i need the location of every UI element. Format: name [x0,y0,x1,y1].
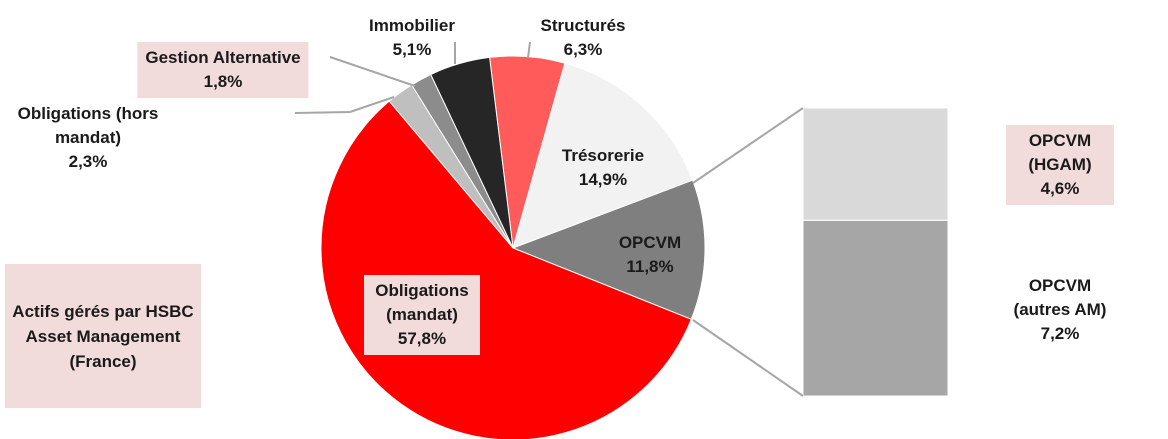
data-label: Gestion Alternative 1,8% [137,42,309,98]
leader-line [329,56,416,87]
leader-line [527,41,531,59]
label-name: OPCVM (HGAM) [1028,131,1092,174]
data-label: OPCVM (HGAM) 4,6% [1006,125,1114,205]
data-label: Obligations (hors mandat) 2,3% [3,102,173,174]
label-value: 6,3% [563,40,603,59]
annotation: Actifs gérés par HSBC Asset Management (… [5,264,201,408]
label-value: 5,1% [392,40,432,59]
pie-slice [512,62,694,249]
label-name: Trésorerie [561,146,645,165]
pie-slice [430,56,514,249]
connector-line [692,107,804,184]
data-label: OPCVM (autres AM) 7,2% [1006,274,1114,346]
connector-line [692,319,804,397]
label-name: Immobilier [369,16,455,35]
data-label: Structurés 6,3% [540,14,625,62]
data-label: Obligations (mandat) 57,8% [364,275,480,355]
label-value: 1,8% [203,72,243,91]
label-name: OPCVM (autres AM) [1013,276,1107,319]
label-value: 7,2% [1040,324,1080,343]
data-label: Trésorerie 14,9% [562,144,644,192]
label-name: Obligations (hors mandat) [17,104,159,147]
leader-line [294,96,395,114]
label-name: Gestion Alternative [145,48,301,67]
data-label: OPCVM 11,8% [619,231,681,279]
label-name: OPCVM [618,233,682,252]
leader-lines [294,41,804,397]
label-value: 2,3% [68,152,108,171]
label-value: 11,8% [626,257,674,276]
label-value: 57,8% [397,329,447,348]
bar-segment [802,107,949,221]
label-name: Obligations (mandat) [375,281,469,324]
label-value: 4,6% [1040,179,1080,198]
label-name: Structurés [540,16,626,35]
pie-slice [511,179,706,320]
data-label: Immobilier 5,1% [369,14,455,62]
label-value: 14,9% [578,170,628,189]
bar-segment [802,219,949,397]
